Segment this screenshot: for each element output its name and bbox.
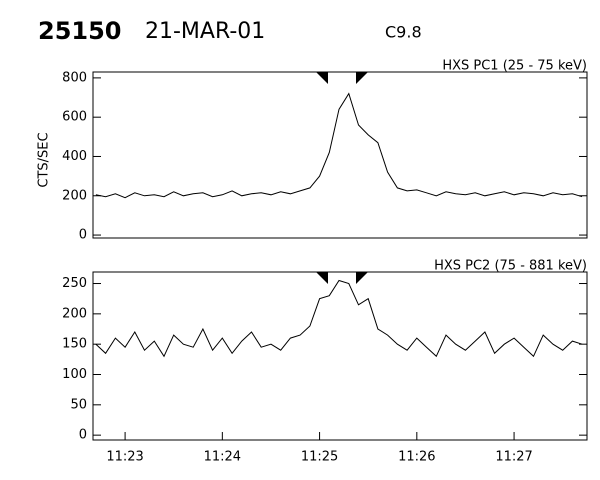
marker xyxy=(356,272,368,284)
y-tick-label: 0 xyxy=(79,228,87,243)
y-tick-label: 200 xyxy=(62,188,87,203)
marker xyxy=(316,72,328,84)
panel-title: HXS PC1 (25 - 75 keV) xyxy=(442,59,587,74)
x-tick-label: 11:23 xyxy=(106,450,143,465)
x-tick-label: 11:25 xyxy=(301,450,338,465)
x-tick-label: 11:26 xyxy=(398,450,435,465)
plot-frame xyxy=(92,271,588,441)
data-line xyxy=(95,279,583,358)
y-tick-label: 200 xyxy=(62,306,87,321)
data-line xyxy=(95,92,583,199)
event-id: 25150 xyxy=(38,17,122,45)
x-tick-label: 11:24 xyxy=(204,450,241,465)
y-tick-label: 250 xyxy=(62,276,87,291)
event-date: 21-MAR-01 xyxy=(145,19,265,44)
flare-class: C9.8 xyxy=(385,23,422,42)
x-tick-label: 11:27 xyxy=(495,450,532,465)
y-tick-label: 150 xyxy=(62,337,87,352)
plot-frame xyxy=(92,71,588,239)
y-axis-label: CTS/SEC xyxy=(37,132,52,187)
y-tick-label: 0 xyxy=(79,428,87,443)
y-tick-label: 800 xyxy=(62,70,87,85)
y-tick-label: 600 xyxy=(62,110,87,125)
panel-title: HXS PC2 (75 - 881 keV) xyxy=(434,259,587,274)
marker xyxy=(356,72,368,84)
y-tick-label: 400 xyxy=(62,149,87,164)
marker xyxy=(316,272,328,284)
y-tick-label: 100 xyxy=(62,367,87,382)
y-tick-label: 50 xyxy=(70,397,87,412)
